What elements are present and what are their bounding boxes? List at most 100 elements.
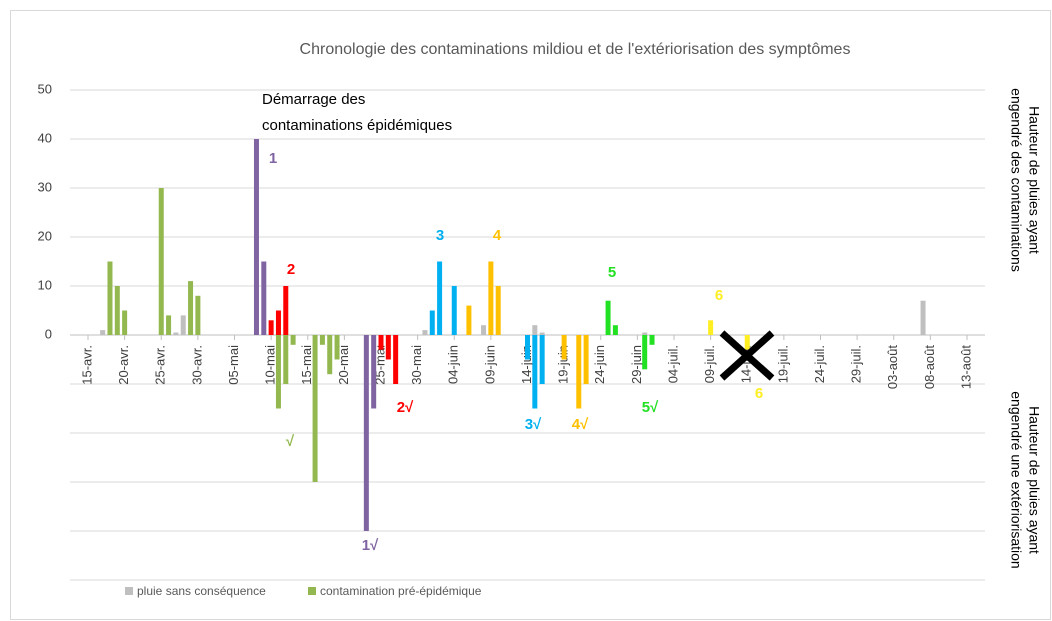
plot-area: 0 10 20 30 40 50 15-avr. 20-avr. 25-avr. 30-avr. 0… — [38, 81, 1043, 598]
x-tick-label: 10-mai — [263, 345, 278, 385]
x-tick-label: 20-mai — [336, 345, 351, 385]
annotation: 1 — [269, 150, 277, 167]
x-tick-label: 30-avr. — [189, 345, 204, 385]
cross-stroke — [719, 330, 775, 381]
annotation: 5√ — [642, 399, 659, 416]
y-tick-label: 40 — [38, 130, 52, 145]
bar — [488, 261, 494, 335]
bar — [583, 335, 589, 384]
y-tick-label: 20 — [38, 228, 52, 243]
bar — [495, 286, 501, 335]
bar — [363, 335, 369, 531]
bar — [642, 332, 648, 335]
x-tick-label: 04-juil. — [665, 345, 680, 383]
x-tick-label: 19-juil. — [775, 345, 790, 383]
bar — [612, 325, 618, 335]
x-tick-label: 25-mai — [372, 345, 387, 385]
bar — [481, 325, 487, 335]
x-tick-label: 03-août — [885, 345, 900, 389]
x-tick-label: 09-juil. — [702, 345, 717, 383]
bar — [319, 335, 325, 345]
bar — [253, 139, 259, 335]
annotation: 3 — [436, 227, 444, 244]
x-tick-label: 04-juin — [446, 345, 461, 384]
bar — [312, 335, 318, 482]
bar — [114, 286, 120, 335]
legend-label: contamination pré-épidémique — [320, 584, 482, 598]
chart-title: Chronologie des contaminations mildiou e… — [300, 41, 851, 58]
x-tick-label: 14-juin — [519, 345, 534, 384]
bar — [539, 335, 545, 384]
x-tick-label: 30-mai — [409, 345, 424, 385]
bar — [576, 335, 582, 409]
x-tick-label: 15-mai — [299, 345, 314, 385]
bar — [561, 335, 567, 360]
bar — [195, 295, 201, 335]
bar — [158, 188, 164, 335]
axis-title: Hauteur de pluies ayant — [1026, 106, 1042, 254]
bar — [275, 335, 281, 409]
annotation: 2 — [287, 261, 295, 278]
bar — [437, 261, 443, 335]
x-tick-label: 15-avr. — [79, 345, 94, 385]
y-tick-label: 30 — [38, 179, 52, 194]
bar — [283, 286, 289, 335]
bar — [532, 325, 538, 335]
x-tick-label: 29-juin — [629, 345, 644, 384]
bar — [708, 320, 714, 335]
cross-mark — [719, 330, 775, 381]
axis-title: Hauteur de pluies ayant — [1026, 406, 1042, 554]
y-tick-label: 0 — [45, 326, 52, 341]
bar — [393, 335, 399, 384]
y-tick-label: 10 — [38, 277, 52, 292]
bar — [744, 335, 750, 350]
bar — [525, 335, 530, 360]
x-tick-label: 24-juil. — [812, 345, 827, 383]
annotation: 6 — [715, 287, 723, 304]
axis-title: engendré une extériorisation — [1008, 391, 1024, 568]
bar — [261, 261, 267, 335]
x-tick-label: 05-mai — [226, 345, 241, 385]
bar — [371, 335, 377, 409]
bar — [188, 281, 194, 335]
bar — [378, 335, 384, 350]
bar — [466, 305, 472, 335]
x-tick-label: 20-avr. — [116, 345, 131, 385]
bar — [920, 300, 926, 335]
bar — [122, 310, 128, 335]
bar — [180, 315, 186, 335]
annotation: 4√ — [572, 416, 589, 433]
annotation: 4 — [493, 227, 502, 244]
annotation: 5 — [608, 264, 616, 281]
x-tick-label: 09-juin — [482, 345, 497, 384]
chart-frame — [10, 10, 1051, 620]
annotation: Démarrage des — [262, 91, 365, 108]
bar — [290, 335, 296, 345]
annotation: 1√ — [362, 537, 379, 554]
annotation: 6 — [755, 385, 763, 402]
bar — [539, 332, 545, 335]
bar — [422, 330, 428, 335]
bar — [649, 335, 655, 345]
bar — [642, 335, 648, 370]
x-tick-label: 19-juin — [556, 345, 571, 384]
bar — [327, 335, 333, 375]
bar — [283, 335, 289, 384]
annotation: 3√ — [525, 416, 542, 433]
bar — [166, 315, 172, 335]
legend-label: pluie sans conséquence — [137, 584, 266, 598]
y-tick-label: 50 — [38, 81, 52, 96]
annotation: 2√ — [397, 399, 414, 416]
x-tick-label: 25-avr. — [153, 345, 168, 385]
annotation: √ — [286, 433, 295, 450]
x-tick-label: 08-août — [922, 345, 937, 389]
bar — [605, 300, 611, 335]
bar — [100, 330, 106, 335]
bar — [173, 332, 179, 335]
x-tick-label: 13-août — [958, 345, 973, 389]
bar — [268, 320, 274, 335]
x-tick-label: 29-juil. — [849, 345, 864, 383]
bar — [385, 335, 391, 360]
bar — [451, 286, 457, 335]
